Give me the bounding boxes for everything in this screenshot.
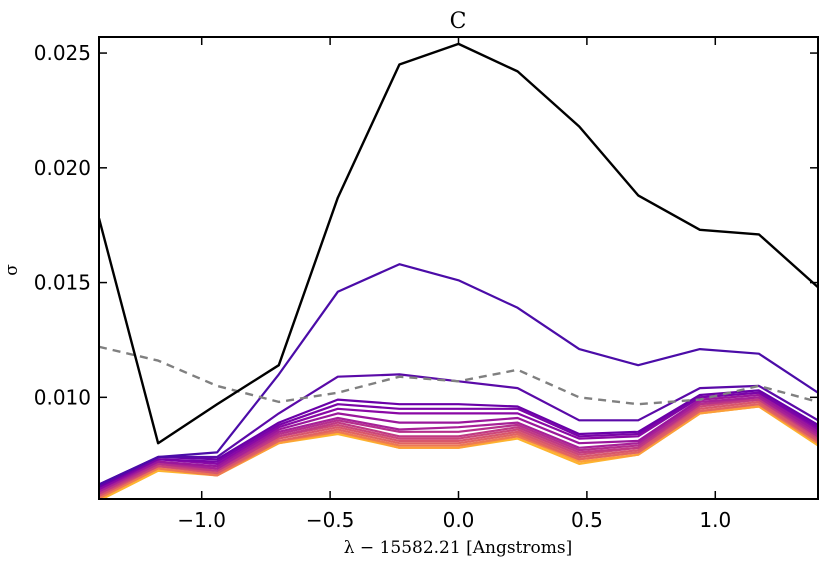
x-tick-label: −0.5 xyxy=(306,508,355,532)
series-line-purple-3 xyxy=(99,389,818,488)
series-line-dashed-reference xyxy=(99,345,818,406)
series-layer xyxy=(99,42,818,499)
series-line-magenta-1 xyxy=(99,396,818,493)
x-axis-label: λ − 15582.21 [Angstroms] xyxy=(344,538,572,558)
axes-layer: −1.0 −0.5 0.0 0.5 1.0 0.010 0.015 0.020 0.025 xyxy=(34,36,819,532)
plot-frame xyxy=(98,36,819,500)
series-line-black xyxy=(99,42,818,445)
series-line-salmon-1 xyxy=(99,400,818,497)
y-axis-label: σ xyxy=(2,264,22,276)
x-tick-label: 0.0 xyxy=(443,508,475,532)
chart-title: C xyxy=(450,9,467,34)
series-line-salmon-2 xyxy=(99,403,818,497)
y-tick-label: 0.020 xyxy=(34,156,91,180)
y-tick-label: 0.025 xyxy=(34,41,91,65)
series-line-purple-1 xyxy=(99,263,818,486)
y-tick-label: 0.010 xyxy=(34,385,91,409)
series-line-orange-1 xyxy=(99,403,818,499)
x-tick-label: −1.0 xyxy=(177,508,226,532)
x-tick-label: 1.0 xyxy=(699,508,731,532)
series-line-purple-4 xyxy=(99,391,818,488)
y-tick-label: 0.015 xyxy=(34,271,91,295)
x-tick-label: 0.5 xyxy=(571,508,603,532)
